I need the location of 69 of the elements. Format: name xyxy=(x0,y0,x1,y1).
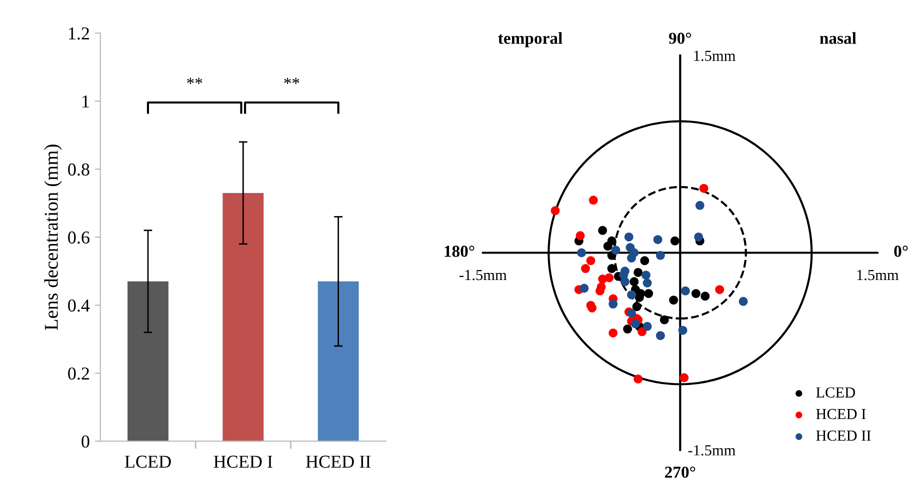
point xyxy=(627,308,636,318)
annotation: ** xyxy=(187,78,202,84)
point xyxy=(694,232,704,242)
point xyxy=(699,184,708,193)
y-tick-label: 0 xyxy=(82,435,90,448)
legend-label: HCED I xyxy=(816,408,866,420)
point xyxy=(623,324,632,334)
point xyxy=(630,277,639,286)
point xyxy=(608,300,618,309)
point xyxy=(627,290,636,300)
point xyxy=(678,326,688,335)
text: 0° xyxy=(894,246,908,257)
point xyxy=(670,236,680,246)
point xyxy=(620,277,630,286)
y-tick-label: 1 xyxy=(82,95,89,108)
y-tick-label: 0.4 xyxy=(68,299,90,312)
point xyxy=(632,302,642,312)
point xyxy=(586,256,596,266)
point xyxy=(580,284,589,293)
point xyxy=(715,285,724,294)
point xyxy=(550,206,560,216)
point xyxy=(680,373,689,382)
point xyxy=(669,296,678,305)
point xyxy=(611,246,620,255)
point xyxy=(700,292,710,301)
x-tick-label: HCED II xyxy=(306,456,371,468)
point xyxy=(604,273,614,282)
point xyxy=(588,196,598,205)
point xyxy=(680,286,690,296)
point xyxy=(577,248,586,258)
point xyxy=(641,270,650,280)
point xyxy=(634,374,643,384)
point xyxy=(656,250,665,260)
text: 180° xyxy=(444,246,474,257)
point xyxy=(642,278,652,288)
point xyxy=(608,328,618,338)
y-axis-title: Lens decentration (mm) xyxy=(44,144,62,330)
point xyxy=(580,264,590,274)
point xyxy=(653,235,662,244)
annotation: ** xyxy=(284,78,300,84)
point xyxy=(630,319,640,328)
y-tick-label: 0.2 xyxy=(68,367,89,380)
point xyxy=(660,315,669,324)
text: 270° xyxy=(665,466,696,478)
y-tick-label: 1.2 xyxy=(68,27,89,40)
y-tick-label: 0.8 xyxy=(68,163,90,176)
point xyxy=(607,264,616,274)
point xyxy=(638,327,647,336)
point xyxy=(644,289,654,298)
point xyxy=(603,242,612,251)
point xyxy=(642,322,652,331)
point xyxy=(627,254,636,263)
point xyxy=(640,256,650,266)
point xyxy=(634,268,643,277)
legend-label: HCED II xyxy=(816,430,871,441)
text: nasal xyxy=(820,32,856,44)
x-tick-label: HCED I xyxy=(214,456,272,468)
point xyxy=(656,331,665,340)
point xyxy=(691,289,700,298)
x-tick-label: LCED xyxy=(124,456,171,468)
point xyxy=(695,200,704,210)
legend-label: LCED xyxy=(816,387,855,398)
point xyxy=(624,232,634,242)
point xyxy=(738,296,748,306)
point xyxy=(598,226,608,235)
y-tick-label: 0.6 xyxy=(68,231,90,244)
text: 90° xyxy=(668,32,692,44)
point xyxy=(576,231,585,240)
text: temporal xyxy=(498,32,562,48)
